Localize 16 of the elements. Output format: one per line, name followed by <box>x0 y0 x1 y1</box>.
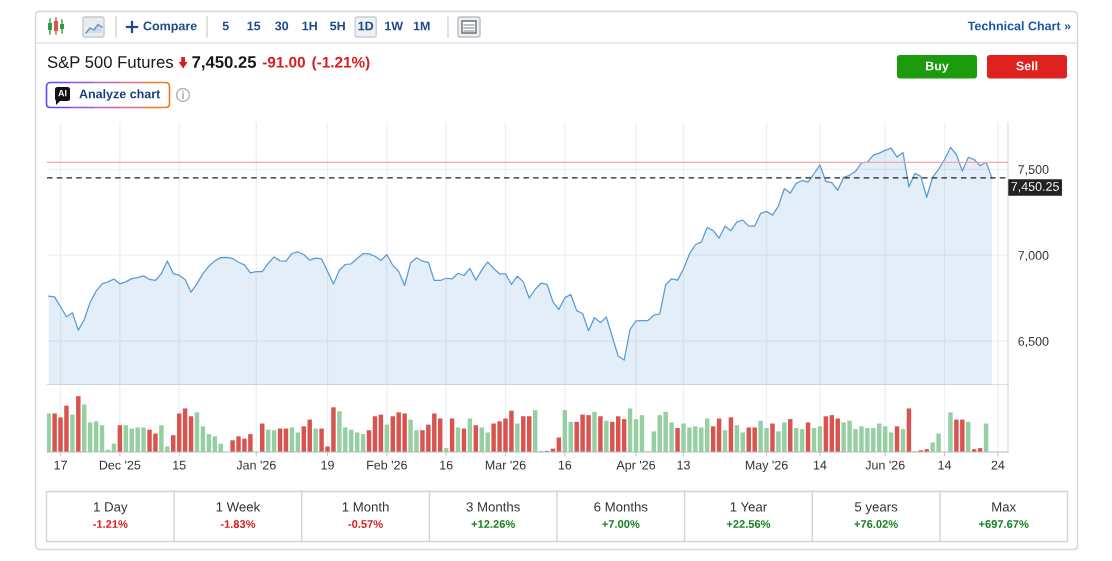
text: -1.21% <box>93 520 128 528</box>
text: +76.02% <box>854 520 898 528</box>
text: +697.67% <box>978 520 1029 528</box>
text: 1 Week <box>216 501 261 512</box>
text: -1.83% <box>220 520 256 528</box>
text: +7.00% <box>602 520 640 528</box>
text: +22.56% <box>726 520 771 528</box>
text: -0.57% <box>348 520 383 528</box>
text: 1 Month <box>342 501 389 512</box>
text: 5 years <box>854 502 898 515</box>
text: 1 Year <box>730 502 767 512</box>
text: Max <box>992 502 1017 512</box>
text: 1 Day <box>94 502 128 515</box>
text: +12.26% <box>471 520 515 528</box>
text: 6 Months <box>594 501 648 512</box>
text: 3 Months <box>466 501 520 512</box>
